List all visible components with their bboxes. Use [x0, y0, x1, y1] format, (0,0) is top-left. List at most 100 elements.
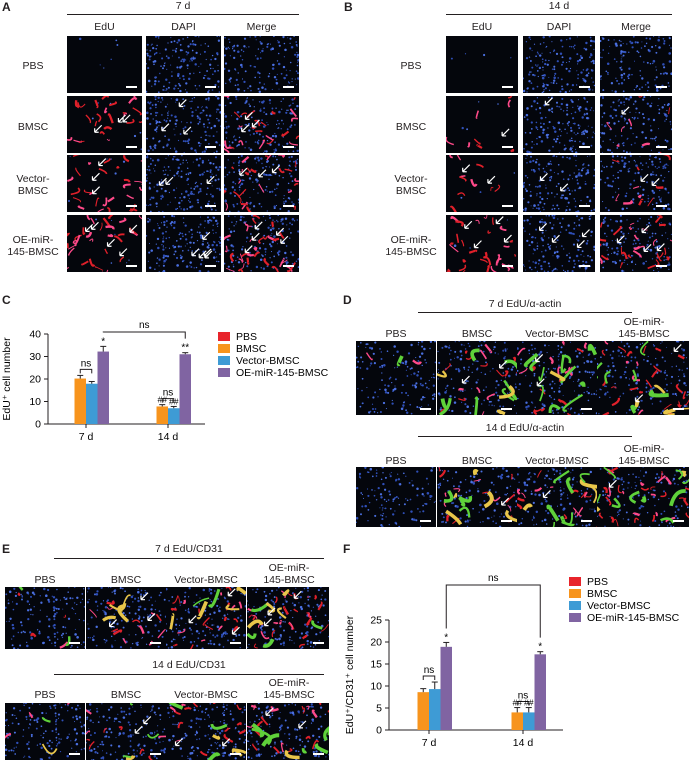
panel-e2-col-pbs: PBS: [34, 689, 56, 701]
panel-b-image-bmsc-edu: [446, 96, 518, 153]
panel-b-image-vector-bmsc-merge: [600, 155, 672, 212]
panel-e2-col-bmsc: BMSC: [110, 689, 142, 701]
panel-a-row-pbs: PBS: [22, 60, 44, 72]
legend-label: Vector-BMSC: [587, 600, 651, 612]
chart-f-edu-cd31-cell-number: EdU⁺/CD31⁺ cell number 0 5 10 15 20 25 7 d 14 d n…: [344, 573, 680, 749]
panel-a-image-vector-bmsc-edu: [67, 155, 142, 212]
y-tick-label: 10: [370, 681, 382, 693]
panel-b-col-edu: EdU: [471, 21, 493, 33]
panel-a-col-merge: Merge: [246, 21, 277, 33]
scale-bar: [420, 408, 431, 410]
legend-swatch: [569, 601, 581, 610]
bar-oe-mir-145-bmsc-7d: [97, 351, 109, 424]
panel-a-image-pbs-dapi: [146, 36, 221, 93]
panel-label-e: E: [2, 542, 11, 556]
panel-e-14d-image-vector-bmsc: [166, 703, 246, 760]
panel-label-a: A: [2, 0, 11, 14]
bar-bmsc-14d: [156, 406, 168, 424]
scale-bar: [656, 86, 667, 88]
scale-bar: [126, 146, 137, 148]
legend-label: PBS: [236, 331, 257, 343]
panel-label-f: F: [343, 542, 351, 556]
panel-d-title-bottom: 14 d EdU/α-actin: [485, 422, 565, 434]
panel-d-col-oe-bmsc: OE-miR- 145-BMSC: [618, 316, 670, 340]
panel-label-d: D: [343, 293, 352, 307]
scale-bar: [673, 408, 684, 410]
panel-d-top-rule: [418, 312, 632, 313]
panel-e-bottom-rule: [54, 674, 324, 675]
panel-d-7d-image-bmsc: [437, 341, 517, 415]
y-tick-label: 25: [370, 615, 382, 627]
panel-b-image-bmsc-dapi: [523, 96, 595, 153]
significance-marker: *: [444, 632, 448, 643]
legend-swatch: [218, 356, 230, 365]
panel-d2-col-bmsc: BMSC: [461, 455, 493, 467]
bar-oe-mir-145-bmsc-14d: [179, 354, 191, 424]
panel-a-image-oe-bmsc-edu: [67, 215, 142, 272]
scale-bar: [502, 86, 513, 88]
panel-label-b: B: [344, 0, 353, 14]
panel-a-image-vector-bmsc-dapi: [146, 155, 221, 212]
legend-label: PBS: [587, 576, 608, 588]
panel-e-title-bottom: 14 d EdU/CD31: [152, 659, 226, 671]
panel-d-col-pbs: PBS: [385, 328, 407, 340]
panel-d-14d-image-pbs: [356, 467, 436, 527]
y-tick-label: 20: [370, 637, 382, 649]
scale-bar: [69, 753, 80, 755]
legend-swatch: [218, 332, 230, 341]
scale-bar: [581, 520, 592, 522]
panel-d-bottom-rule: [418, 436, 632, 437]
significance-marker: *: [538, 642, 542, 653]
significance-label: ns: [488, 573, 499, 584]
panel-e-7d-image-pbs: [5, 587, 85, 649]
scale-bar: [579, 146, 590, 148]
legend-swatch: [569, 589, 581, 598]
legend-label: BMSC: [587, 588, 618, 600]
significance-bracket: [516, 701, 530, 706]
panel-a-image-bmsc-edu: [67, 96, 142, 153]
scale-bar: [205, 265, 216, 267]
legend-swatch: [218, 368, 230, 377]
scale-bar: [126, 265, 137, 267]
panel-b-col-merge: Merge: [621, 21, 651, 33]
y-tick-label: 0: [376, 725, 382, 737]
panel-a-row-oe-bmsc: OE-miR- 145-BMSC: [7, 234, 59, 258]
scale-bar: [502, 265, 513, 267]
significance-bracket: [102, 331, 186, 339]
scale-bar: [283, 86, 294, 88]
scale-bar: [673, 520, 684, 522]
significance-marker: ##: [158, 395, 168, 405]
x-tick-label: 7 d: [422, 737, 437, 749]
scale-bar: [579, 265, 590, 267]
y-tick-label: 15: [370, 659, 382, 671]
panel-a-col-edu: EdU: [94, 21, 115, 33]
significance-marker: ##: [513, 698, 523, 708]
scale-bar: [656, 205, 667, 207]
x-tick-label: 7 d: [79, 431, 94, 443]
panel-a-title: 7 d: [175, 0, 191, 12]
bar-vector-bmsc-7d: [86, 383, 98, 424]
legend-label: OE-miR-145-BMSC: [236, 367, 329, 379]
panel-b-image-vector-bmsc-edu: [446, 155, 518, 212]
panel-d-7d-image-oe-bmsc: [597, 341, 689, 415]
y-axis-label: EdU⁺ cell number: [1, 337, 13, 421]
significance-bracket: [79, 368, 93, 374]
panel-e-7d-image-oe-bmsc: [247, 587, 329, 649]
panel-e2-col-oe-bmsc: OE-miR- 145-BMSC: [263, 677, 315, 701]
panel-d2-col-pbs: PBS: [385, 455, 407, 467]
y-tick-label: 20: [29, 374, 41, 386]
panel-a-image-pbs-merge: [224, 36, 299, 93]
panel-label-c: C: [2, 293, 11, 307]
panel-e-col-oe-bmsc: OE-miR- 145-BMSC: [263, 562, 315, 586]
panel-e-7d-image-bmsc: [86, 587, 166, 649]
panel-e-title-top: 7 d EdU/CD31: [155, 543, 223, 555]
panel-b-row-bmsc: BMSC: [395, 121, 427, 133]
bar-vector-bmsc-14d: [168, 408, 180, 424]
scale-bar: [313, 642, 324, 644]
legend-label: BMSC: [236, 343, 267, 355]
scale-bar: [420, 520, 431, 522]
bar-bmsc-14d: [511, 712, 523, 730]
scale-bar: [126, 205, 137, 207]
panel-a-image-pbs-edu: [67, 36, 142, 93]
panel-b-image-oe-bmsc-merge: [600, 215, 672, 272]
